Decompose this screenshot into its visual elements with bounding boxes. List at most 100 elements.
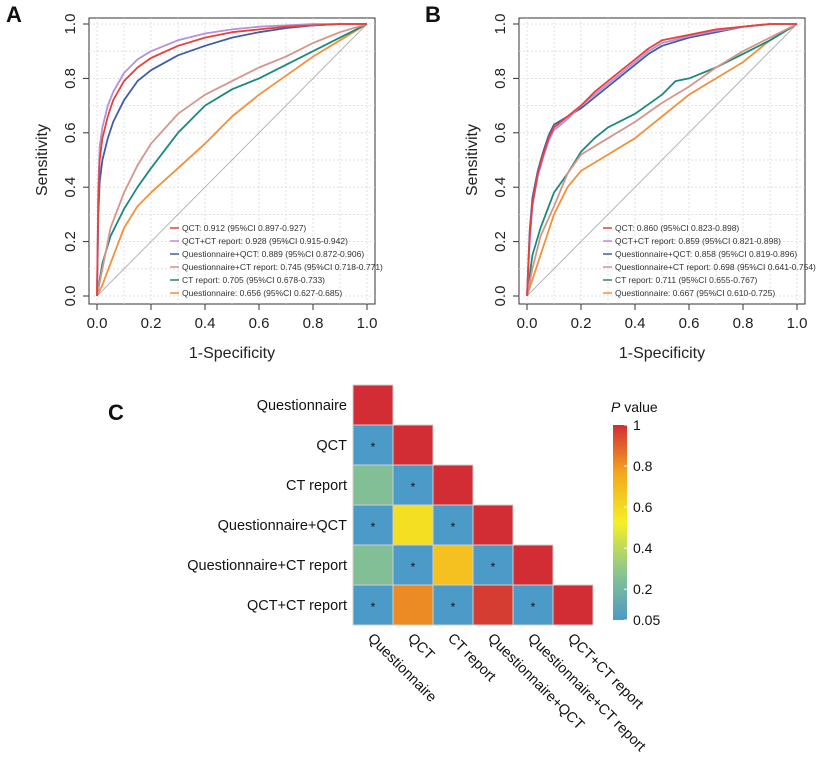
legend-entry: QCT: 0.860 (95%CI 0.823-0.898) [615,223,739,233]
heatmap-cell [512,544,554,586]
x-tick-label: 0.4 [625,315,646,332]
row-label: Questionnaire+CT report [187,558,347,574]
roc-curve-questionnaire-ct-report [526,23,798,297]
y-tick-label: 0.4 [492,177,509,198]
legend-entry: Questionnaire: 0.667 (95%CI 0.610-0.725) [615,288,775,298]
significance-star: * [491,560,496,574]
y-tick-label: 1.0 [492,14,509,35]
heatmap-cell [352,384,394,426]
x-tick-label: 0.0 [517,315,538,332]
pvalue-heatmap: * * * * * * * * * Questionnaire QCT CT report Questi… [187,384,660,755]
reference-diagonal [96,23,368,297]
legend-entry: QCT+CT report: 0.859 (95%CI 0.821-0.898) [615,236,781,246]
x-tick-label: 0.4 [195,315,216,332]
legend-entry: Questionnaire+QCT: 0.889 (95%CI 0.872-0.… [182,249,364,259]
y-tick-label: 0.0 [492,286,509,307]
legend-entry: QCT+CT report: 0.928 (95%CI 0.915-0.942) [182,236,348,246]
heatmap-cell [472,504,514,546]
roc-curve-qct [526,23,797,297]
x-axis-label: 1-Specificity [619,345,705,362]
roc-curve-questionnaire-ct-report [96,23,368,297]
significance-star: * [451,520,456,534]
y-tick-label: 0.6 [62,122,79,143]
roc-curve-questionnaire-qct [96,23,367,297]
legend-entry: Questionnaire+CT report: 0.745 (95%CI 0.… [182,262,383,272]
heatmap-cell [392,464,434,506]
y-tick-label: 0.0 [62,286,79,307]
y-axis-label: Sensitivity [464,124,481,196]
colorbar-title-rest: value [620,399,658,415]
significance-star: * [411,560,416,574]
heatmap-cell [392,544,434,586]
row-label: QCT [316,438,347,454]
y-tick-label: 0.6 [492,122,509,143]
x-tick-label: 1.0 [787,315,808,332]
heatmap-cell [472,584,514,626]
row-label: QCT+CT report [247,598,347,614]
y-tick-label: 0.2 [492,231,509,252]
roc-curve-questionnaire [526,23,798,297]
reference-diagonal [526,23,798,297]
significance-star: * [451,600,456,614]
heatmap-cell [392,504,434,546]
heatmap-cell [392,424,434,466]
x-tick-label: 0.6 [679,315,700,332]
x-axis-label: 1-Specificity [189,345,275,362]
row-label: CT report [286,478,347,494]
x-tick-label: 0.8 [733,315,754,332]
legend-entry: Questionnaire+CT report: 0.698 (95%CI 0.… [615,262,816,272]
x-tick-label: 0.8 [303,315,324,332]
panel-label-b: B [425,2,441,27]
heatmap-cell [552,584,594,626]
legend-entry: Questionnaire: 0.656 (95%CI 0.627-0.685) [182,288,342,298]
heatmap-cell [472,544,514,586]
heatmap-cell [432,464,474,506]
colorbar-title: P value [611,399,658,415]
heatmap-cell [512,584,554,626]
significance-star: * [371,440,376,454]
row-label: Questionnaire [257,398,347,414]
roc-curve-qct [96,23,367,297]
y-tick-label: 0.4 [62,177,79,198]
legend-entry: CT report: 0.705 (95%CI 0.678-0.733) [182,275,325,285]
legend-entry: QCT: 0.912 (95%CI 0.897-0.927) [182,223,306,233]
y-axis-label: Sensitivity [34,124,51,196]
row-label: Questionnaire+QCT [218,518,347,534]
y-tick-label: 0.8 [62,68,79,89]
heatmap-cell [432,504,474,546]
x-tick-label: 0.2 [571,315,592,332]
heatmap-cell [352,544,394,586]
roc-chart-a: 0.0 0.0 0.2 0.2 0.4 0.4 0.6 0.6 0.8 0.8 1.0 1.0 1-Sp… [34,14,383,362]
heatmap-cell [352,464,394,506]
colorbar-title-p: P [611,399,621,415]
column-label: QCT [404,631,437,664]
y-tick-label: 0.2 [62,231,79,252]
colorbar-tick-label: 0.05 [633,612,660,628]
y-tick-label: 1.0 [62,14,79,35]
x-tick-label: 0.6 [249,315,270,332]
heatmap-cell [432,544,474,586]
legend-entry: CT report: 0.711 (95%CI 0.655-0.767) [615,275,758,285]
legend-entry: Questionnaire+QCT: 0.858 (95%CI 0.819-0.… [615,249,797,259]
heatmap-cell [352,584,394,626]
panel-label-a: A [6,2,22,27]
roc-chart-b: 0.0 0.0 0.2 0.2 0.4 0.4 0.6 0.6 0.8 0.8 1.0 1.0 1-Sp… [464,14,816,362]
x-tick-label: 0.2 [141,315,162,332]
significance-star: * [371,600,376,614]
roc-curve-ct-report [526,23,798,297]
colorbar-tick-label: 0.4 [633,540,653,556]
heatmap-cell [392,584,434,626]
roc-curve-questionnaire [96,23,368,297]
roc-curve-qct-ct-report [96,23,367,297]
significance-star: * [371,520,376,534]
colorbar-tick-label: 0.8 [633,458,653,474]
x-tick-label: 1.0 [357,315,378,332]
panel-label-c: C [108,400,124,425]
heatmap-cell [432,584,474,626]
colorbar-tick-label: 0.6 [633,499,653,515]
roc-curve-ct-report [96,23,368,297]
y-tick-label: 0.8 [492,68,509,89]
colorbar-tick-label: 1 [633,417,641,433]
significance-star: * [531,600,536,614]
